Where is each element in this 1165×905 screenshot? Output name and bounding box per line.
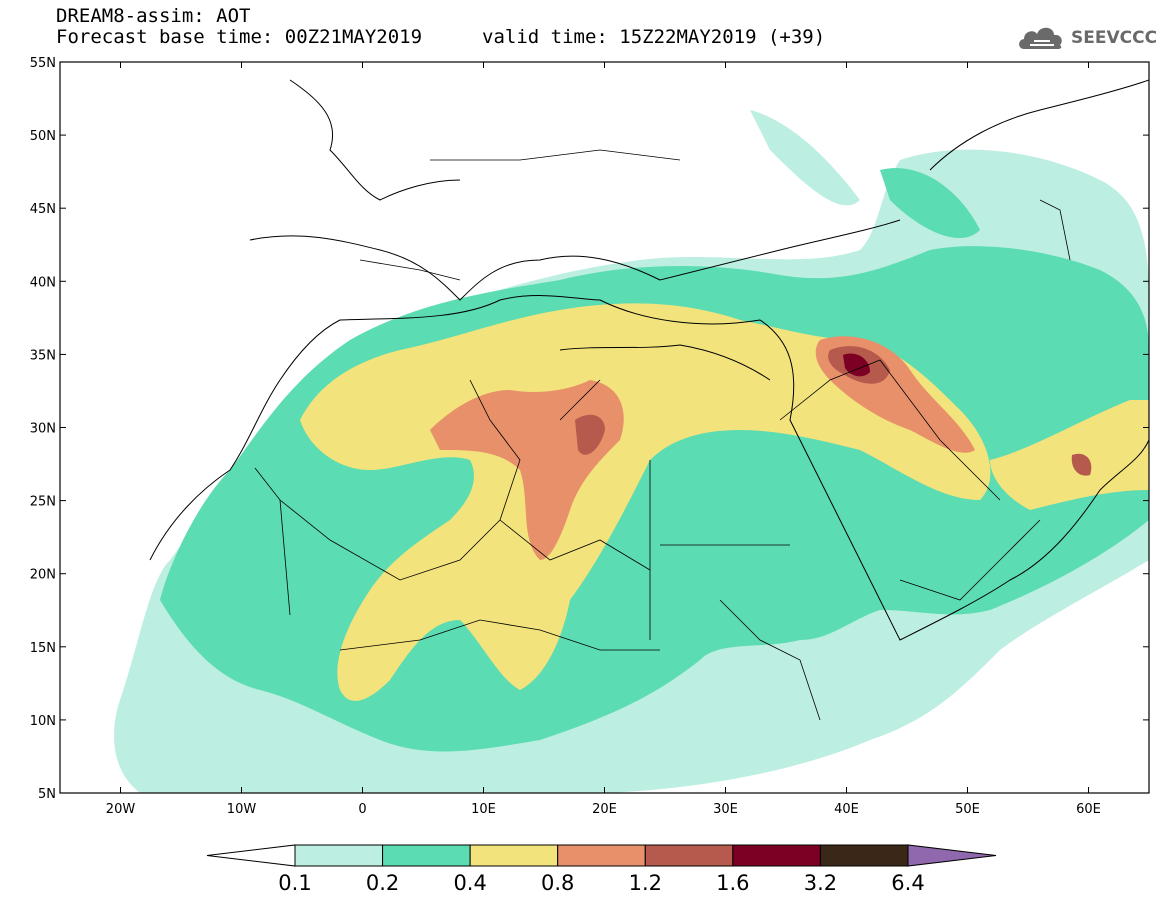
lon-tick-label: 50E — [955, 802, 980, 817]
lat-tick-label: 25N — [30, 495, 56, 510]
valid-time: valid time: 15Z22MAY2019 (+39) — [482, 26, 826, 48]
colorbar-segment — [382, 844, 471, 867]
colorbar-under-arrow — [206, 844, 296, 867]
lon-tick-label: 10W — [227, 802, 257, 817]
lat-tick-label: 5N — [38, 787, 56, 802]
logo-text: SEEVCCC — [1071, 28, 1158, 48]
lat-tick-label: 30N — [30, 422, 56, 437]
aot-level-1.6 — [843, 353, 870, 377]
longitude-axis: 20W 10W 0 10E 20E 30E 40E 50E 60E — [106, 62, 1101, 817]
colorbar-label: 1.6 — [716, 871, 749, 895]
lon-tick-label: 0 — [358, 802, 366, 817]
coastlines — [149, 79, 1149, 641]
aot-field — [60, 62, 1149, 793]
colorbar-label: 0.4 — [453, 871, 486, 895]
lat-tick-label: 45N — [30, 202, 56, 217]
colorbar-label: 3.2 — [804, 871, 837, 895]
colorbar-segment — [557, 844, 646, 867]
lon-tick-label: 30E — [713, 802, 738, 817]
lat-tick-label: 55N — [30, 56, 56, 71]
aot-level-0.2-caspian — [880, 168, 980, 239]
colorbar-label: 0.8 — [541, 871, 574, 895]
borders — [254, 149, 1071, 721]
aot-level-1.2-libya — [575, 414, 605, 455]
colorbar-segment — [644, 844, 734, 867]
lon-tick-label: 60E — [1076, 802, 1101, 817]
aot-level-0.4-gulf — [990, 400, 1149, 510]
lon-tick-label: 20W — [106, 802, 136, 817]
aot-level-1.2-oman — [1071, 453, 1092, 476]
lat-tick-label: 20N — [30, 568, 56, 583]
lon-tick-label: 40E — [834, 802, 859, 817]
colorbar: 0.1 0.2 0.4 0.8 1.2 1.6 3.2 6.4 — [206, 844, 997, 895]
lon-tick-label: 10E — [471, 802, 496, 817]
aot-level-0.8 — [430, 380, 624, 560]
colorbar-label: 6.4 — [891, 871, 924, 895]
seevccc-logo: SEEVCCC — [1016, 21, 1157, 55]
cloud-icon — [1019, 27, 1062, 49]
lat-tick-label: 40N — [30, 275, 56, 290]
title-line-1: DREAM8-assim: AOT — [56, 5, 251, 27]
lat-tick-label: 35N — [30, 348, 56, 363]
colorbar-label: 0.1 — [278, 871, 311, 895]
aot-level-0.1-north — [750, 110, 860, 206]
colorbar-label: 0.2 — [366, 871, 399, 895]
colorbar-segment — [469, 844, 559, 867]
title-line-2: Forecast base time: 00Z21MAY2019 — [56, 26, 423, 48]
colorbar-label: 1.2 — [629, 871, 662, 895]
colorbar-over-arrow — [907, 844, 997, 867]
latitude-axis: 5N 10N 15N 20N 25N 30N 35N 40N 45N 50N 55N — [30, 56, 1149, 802]
lat-tick-label: 50N — [30, 129, 56, 144]
lat-tick-label: 15N — [30, 641, 56, 656]
colorbar-segment — [294, 844, 384, 867]
colorbar-segment — [819, 844, 909, 867]
lon-tick-label: 20E — [592, 802, 617, 817]
lat-tick-label: 10N — [30, 714, 56, 729]
colorbar-segment — [732, 844, 821, 867]
